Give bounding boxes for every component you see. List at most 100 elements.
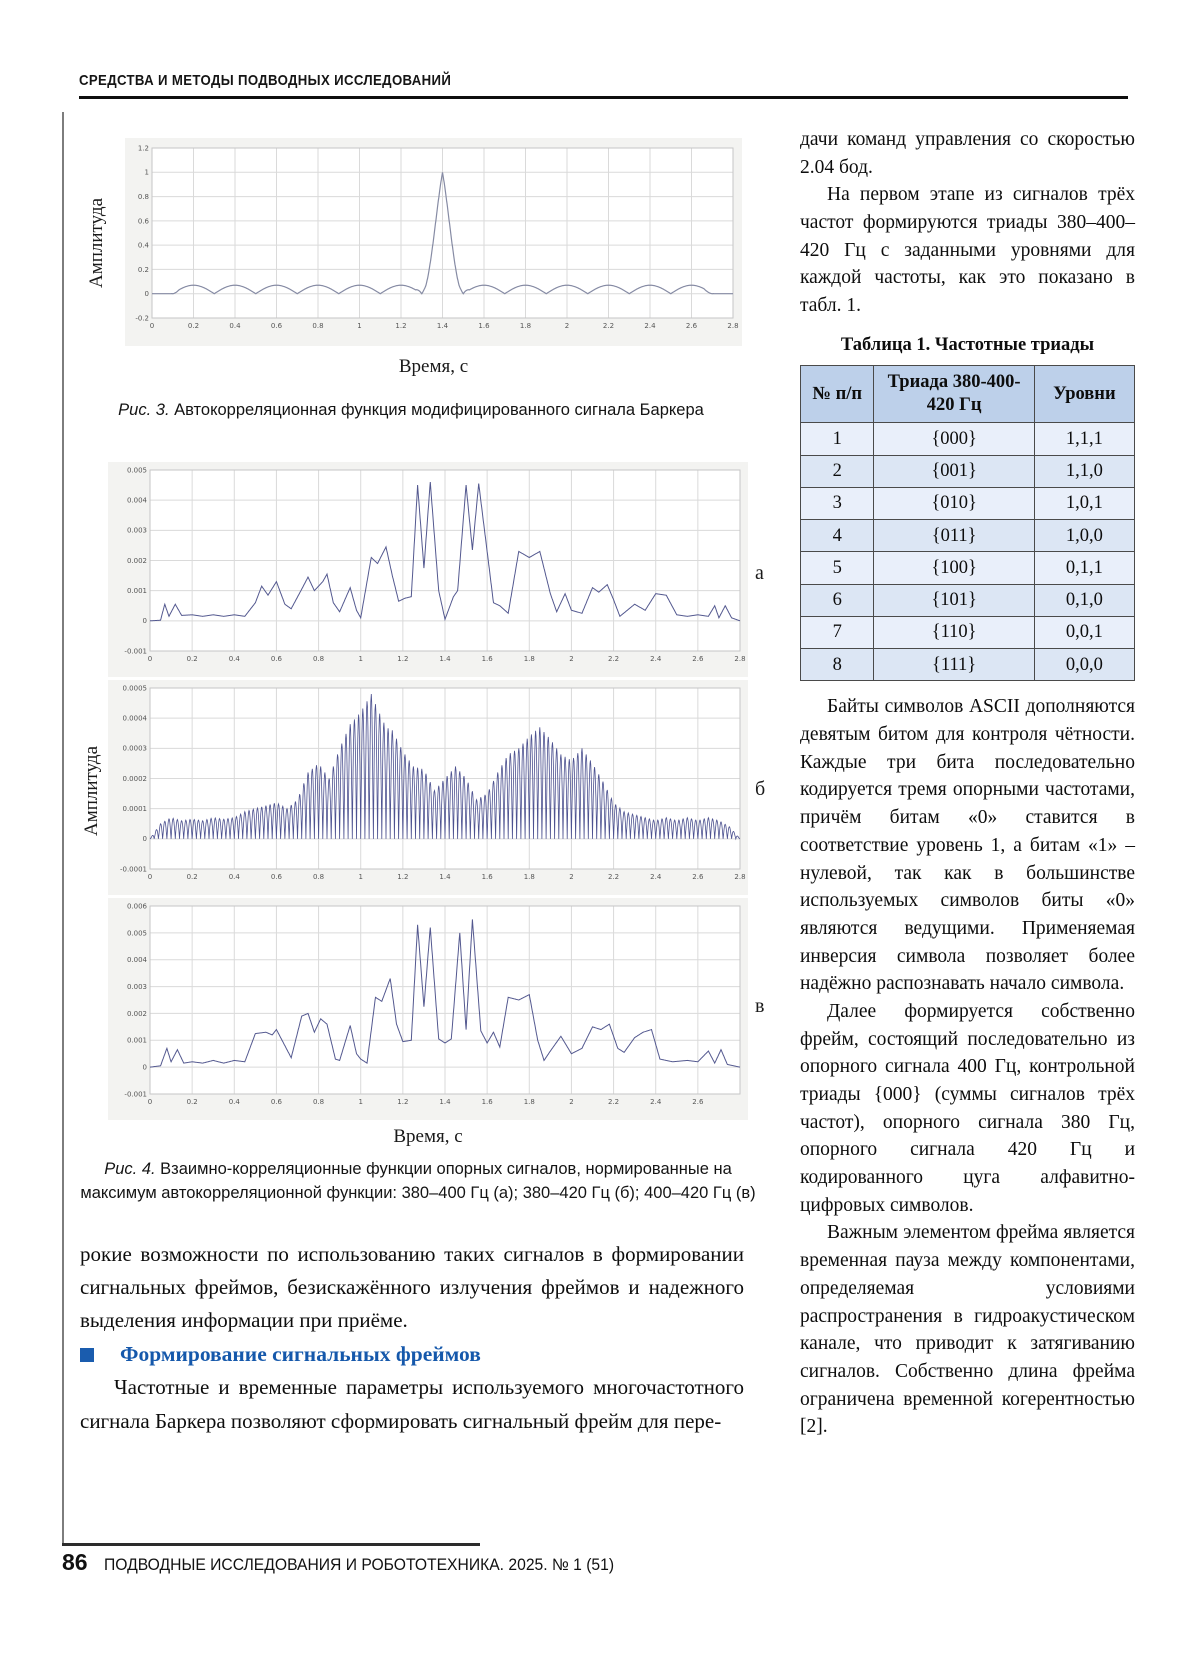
figure3-caption-label: Рис. 3. [118, 401, 170, 419]
figure4-label-c: в [755, 995, 765, 1017]
svg-text:0.0004: 0.0004 [123, 715, 148, 723]
svg-text:2.2: 2.2 [608, 1098, 619, 1106]
svg-text:0.2: 0.2 [188, 322, 199, 330]
paragraph-left-continuation: рокие возможности по использованию таких… [80, 1242, 744, 1333]
figure4-label-a: а [755, 562, 764, 584]
svg-text:-0.001: -0.001 [124, 647, 147, 655]
svg-text:0.004: 0.004 [127, 497, 148, 505]
svg-text:0.2: 0.2 [138, 266, 149, 274]
svg-text:2.4: 2.4 [644, 322, 656, 330]
svg-text:0.8: 0.8 [313, 1098, 324, 1106]
svg-text:0.0003: 0.0003 [123, 745, 148, 753]
svg-text:2.4: 2.4 [650, 873, 662, 881]
svg-text:2.6: 2.6 [692, 873, 704, 881]
figure3-ylabel: Амплитуда [86, 197, 107, 289]
svg-text:0.2: 0.2 [187, 655, 198, 663]
table-header-row: № п/п Триада 380-400-420 Гц Уровни [799, 364, 1136, 424]
paragraph-freq-params: Частотные и временные параметры использу… [80, 1375, 744, 1433]
svg-text:1.4: 1.4 [437, 322, 449, 330]
svg-text:2.8: 2.8 [734, 655, 745, 663]
svg-text:0.8: 0.8 [312, 322, 323, 330]
table-row: 2 {001} 1,1,0 [799, 454, 1136, 488]
svg-text:0.8: 0.8 [138, 193, 149, 201]
svg-text:2.6: 2.6 [692, 655, 704, 663]
svg-text:2: 2 [569, 655, 573, 663]
table-cell: 1 [799, 422, 875, 456]
svg-text:0.4: 0.4 [229, 1098, 241, 1106]
left-margin-rule [62, 112, 64, 1543]
svg-text:0.4: 0.4 [138, 242, 150, 250]
paragraph-first-stage: На первом этапе из сигналов трёх частот … [800, 184, 1135, 317]
figure4a-chart-panel: 0 0.2 0.4 0.6 0.8 1 1.2 1.4 1.6 1.8 2 2.2 2.4 2.6 2.8 0… [108, 462, 748, 677]
table-header-cell: Триада 380-400-420 Гц [873, 364, 1035, 424]
table-header-cell: Уровни [1033, 364, 1136, 424]
svg-text:1.8: 1.8 [524, 655, 535, 663]
figure4-caption-text: Взаимно-корреляционные функции опорных с… [80, 1160, 756, 1202]
svg-text:0.005: 0.005 [127, 929, 147, 937]
running-head-title: СРЕДСТВА И МЕТОДЫ ПОДВОДНЫХ ИССЛЕДОВАНИЙ [79, 72, 452, 89]
svg-text:0.005: 0.005 [127, 466, 147, 474]
svg-text:1.2: 1.2 [138, 144, 149, 152]
svg-text:0: 0 [143, 617, 147, 625]
svg-text:0: 0 [143, 835, 147, 843]
figure3-caption-text: Автокорреляционная функция модифицирован… [169, 401, 704, 419]
svg-text:2.8: 2.8 [734, 873, 745, 881]
table-cell: 2 [799, 454, 875, 488]
svg-text:0.4: 0.4 [229, 322, 241, 330]
right-column: дачи команд управления со скоростью 2.04… [799, 126, 1136, 1441]
figure4-ylabel: Амплитуда [81, 745, 102, 837]
svg-text:0.004: 0.004 [127, 956, 148, 964]
svg-text:0.002: 0.002 [127, 557, 147, 565]
svg-text:0: 0 [148, 1098, 152, 1106]
svg-text:2.2: 2.2 [608, 655, 619, 663]
figure4-label-b: б [755, 778, 766, 800]
table-cell: 1,0,1 [1033, 486, 1136, 521]
svg-text:0: 0 [150, 322, 154, 330]
svg-text:1.2: 1.2 [397, 873, 408, 881]
svg-text:1.4: 1.4 [439, 1098, 451, 1106]
paragraph-frame: Далее формируется собственно фрейм, сост… [800, 1000, 1135, 1216]
svg-text:0: 0 [143, 1064, 147, 1072]
svg-text:1.2: 1.2 [397, 655, 408, 663]
page-header: СРЕДСТВА И МЕТОДЫ ПОДВОДНЫХ ИССЛЕДОВАНИЙ [79, 72, 1128, 99]
table-cell: 6 [799, 583, 875, 617]
figure4c-chart-panel: 0 0.2 0.4 0.6 0.8 1 1.2 1.4 1.6 1.8 2 2.2 2.4 2.6 0.00… [108, 898, 748, 1120]
footer-rule [62, 1543, 480, 1546]
svg-text:0.006: 0.006 [127, 902, 148, 910]
svg-text:0.6: 0.6 [271, 322, 283, 330]
svg-text:2: 2 [569, 873, 573, 881]
svg-text:0.003: 0.003 [127, 527, 147, 535]
figure4-caption: Рис. 4. Взаимно-корреляционные функции о… [72, 1158, 764, 1206]
table-cell: 0,1,1 [1033, 551, 1136, 585]
svg-text:1: 1 [357, 322, 361, 330]
table-row: 5 {100} 0,1,1 [799, 551, 1136, 585]
paragraph-ascii: Байты символов ASCII дополняются девятым… [800, 696, 1135, 995]
svg-text:2.2: 2.2 [603, 322, 614, 330]
table-cell: {010} [873, 486, 1035, 521]
section-bullet-square-icon [80, 1347, 94, 1362]
table-cell: 0,0,0 [1033, 648, 1136, 682]
svg-text:1.6: 1.6 [482, 873, 494, 881]
svg-text:2.6: 2.6 [692, 1098, 704, 1106]
frequency-triads-table: № п/п Триада 380-400-420 Гц Уровни 1 {000… [799, 364, 1136, 682]
left-bottom-column: рокие возможности по использованию таких… [80, 1238, 744, 1438]
table-row: 8 {111} 0,0,0 [799, 648, 1136, 682]
figure4b-chart-panel: 0 0.2 0.4 0.6 0.8 1 1.2 1.4 1.6 1.8 2 2.2 2.4 2.6 2.8 0… [108, 680, 748, 895]
svg-text:0.8: 0.8 [313, 655, 324, 663]
spacer [800, 681, 1135, 693]
svg-text:0.001: 0.001 [127, 1037, 147, 1045]
svg-text:0: 0 [148, 873, 152, 881]
figure4a-chart: 0 0.2 0.4 0.6 0.8 1 1.2 1.4 1.6 1.8 2 2.2 2.4 2.6 2.8 0… [124, 466, 745, 663]
svg-text:-0.2: -0.2 [135, 314, 149, 322]
figure3-caption: Рис. 3. Автокорреляционная функция модиф… [80, 399, 742, 423]
svg-text:1: 1 [358, 873, 362, 881]
svg-text:2.6: 2.6 [686, 322, 698, 330]
figure4-caption-label: Рис. 4. [104, 1160, 156, 1178]
table-cell: 7 [799, 615, 875, 650]
svg-text:1.8: 1.8 [524, 873, 535, 881]
table-cell: {111} [873, 648, 1035, 682]
section-heading: Формирование сигнальных фреймов [80, 1338, 744, 1372]
svg-text:1: 1 [358, 1098, 362, 1106]
figure4c-chart: 0 0.2 0.4 0.6 0.8 1 1.2 1.4 1.6 1.8 2 2.2 2.4 2.6 0.00… [124, 902, 741, 1106]
